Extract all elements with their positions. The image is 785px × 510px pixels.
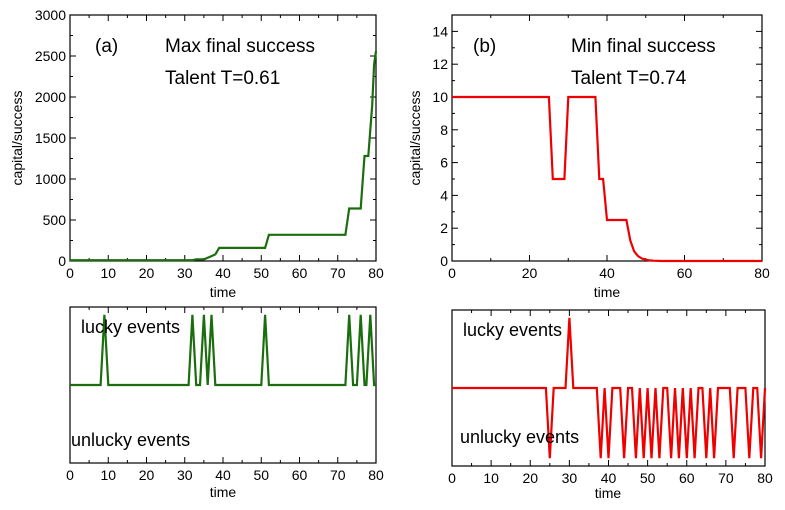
panel-b-events-xtick-label-0: 0 <box>448 470 456 486</box>
panel-a-xtick-label-0: 0 <box>66 265 74 281</box>
panel-a-events-xtick-label-80: 80 <box>368 467 384 483</box>
panel-b-xtick-label-80: 80 <box>754 265 770 281</box>
panel-b-events-line <box>452 317 767 459</box>
panel-a-events-xtick-label-40: 40 <box>215 467 231 483</box>
panel-b-subtitle: Talent T=0.74 <box>571 68 687 89</box>
panel-b-ytick-label-12: 12 <box>432 56 448 72</box>
panel-a-title: Max final success <box>165 36 315 57</box>
panel-a-subtitle: Talent T=0.61 <box>165 68 280 89</box>
panel-b-ytick-label-10: 10 <box>432 89 448 105</box>
panel-a-x-axis-label: time <box>210 284 237 300</box>
panel-b-events-xtick-label-50: 50 <box>640 470 656 486</box>
panel-b-capital-chart: 0 20 40 60 80 0 2 4 6 8 10 12 14 (b) Min final succe… <box>407 14 770 300</box>
panel-b-ytick-label-8: 8 <box>440 122 448 138</box>
panel-a-xtick-label-80: 80 <box>368 265 384 281</box>
panel-a-events-xtick-label-30: 30 <box>177 467 193 483</box>
panel-a-capital-line <box>70 50 378 262</box>
panel-b-events-xtick-label-30: 30 <box>562 470 578 486</box>
panel-b-xtick-label-60: 60 <box>677 265 693 281</box>
panel-b-lucky-label: lucky events <box>463 320 562 340</box>
panel-b-events-xtick-label-40: 40 <box>601 470 617 486</box>
panel-b-events-xtick-label-80: 80 <box>757 470 773 486</box>
panel-a-ytick-label-500: 500 <box>43 212 67 228</box>
panel-a-ytick-label-3000: 3000 <box>35 7 66 23</box>
panel-a-events-chart: 0 10 20 30 40 50 60 70 80 lucky events unlucky e… <box>66 306 384 500</box>
panel-a-ytick-label-0: 0 <box>58 253 66 269</box>
panel-b-y-axis-label: capital/success <box>407 91 423 186</box>
panel-a-ytick-label-2000: 2000 <box>35 89 66 105</box>
panel-a-ytick-label-1500: 1500 <box>35 130 66 146</box>
panel-a-events-line <box>70 314 376 387</box>
panel-a-events-xtick-label-50: 50 <box>253 467 269 483</box>
panel-b-title: Min final success <box>571 36 716 57</box>
panel-a-xtick-label-50: 50 <box>253 265 269 281</box>
panel-b-unlucky-label: unlucky events <box>460 427 579 447</box>
panel-a-events-xtick-label-20: 20 <box>139 467 155 483</box>
panel-a-xtick-label-60: 60 <box>292 265 308 281</box>
panel-b-events-xtick-label-10: 10 <box>483 470 499 486</box>
panel-b-capital-line <box>452 95 762 263</box>
panel-b-ytick-label-2: 2 <box>440 220 448 236</box>
panel-b-xtick-label-20: 20 <box>522 265 538 281</box>
panel-a-xtick-label-10: 10 <box>100 265 116 281</box>
panel-a-events-xtick-label-70: 70 <box>330 467 346 483</box>
panel-a-unlucky-label: unlucky events <box>71 430 190 450</box>
panel-a-label: (a) <box>95 36 118 57</box>
panel-b-x-axis-label: time <box>594 284 621 300</box>
panel-b-xtick-label-0: 0 <box>448 265 456 281</box>
panel-a-ytick-label-2500: 2500 <box>35 48 66 64</box>
panel-b-events-x-axis-label: time <box>595 485 622 501</box>
panel-b-events-xtick-label-70: 70 <box>718 470 734 486</box>
panel-a-axis-ticks: 0 10 20 30 40 50 60 70 80 0 500 1000 1500 2000 2500 300… <box>35 7 384 281</box>
panel-b-ytick-label-14: 14 <box>432 23 448 39</box>
panel-b-xtick-label-40: 40 <box>599 265 615 281</box>
panel-b-events-ticks: 0 10 20 30 40 50 60 70 80 <box>448 310 773 486</box>
panel-a-events-x-axis-label: time <box>210 484 237 500</box>
panel-a-events-xtick-label-60: 60 <box>292 467 308 483</box>
panel-b-ytick-label-0: 0 <box>440 253 448 269</box>
panel-b-events-xtick-label-60: 60 <box>679 470 695 486</box>
panel-b-axis-ticks: 0 20 40 60 80 0 2 4 6 8 10 12 14 <box>432 15 770 281</box>
panel-b-events-chart: 0 10 20 30 40 50 60 70 80 lucky events unlucky e… <box>448 309 773 501</box>
panel-a-events-xtick-label-10: 10 <box>100 467 116 483</box>
panel-a-lucky-label: lucky events <box>81 317 180 337</box>
panel-a-y-axis-label: capital/success <box>9 91 25 186</box>
panel-a-xtick-label-30: 30 <box>177 265 193 281</box>
panel-b-events-xtick-label-20: 20 <box>522 470 538 486</box>
panel-a-events-ticks: 0 10 20 30 40 50 60 70 80 <box>66 307 384 483</box>
panel-a-events-xtick-label-0: 0 <box>66 467 74 483</box>
panel-a-xtick-label-70: 70 <box>330 265 346 281</box>
panel-a-ytick-label-1000: 1000 <box>35 171 66 187</box>
panel-a-capital-chart: 0 10 20 30 40 50 60 70 80 0 500 1000 1500 2000 2500 300… <box>9 7 384 300</box>
panel-a-xtick-label-40: 40 <box>215 265 231 281</box>
panel-b-ytick-label-4: 4 <box>440 187 448 203</box>
panel-b-ytick-label-6: 6 <box>440 155 448 171</box>
panel-b-label: (b) <box>473 36 496 57</box>
panel-a-xtick-label-20: 20 <box>139 265 155 281</box>
